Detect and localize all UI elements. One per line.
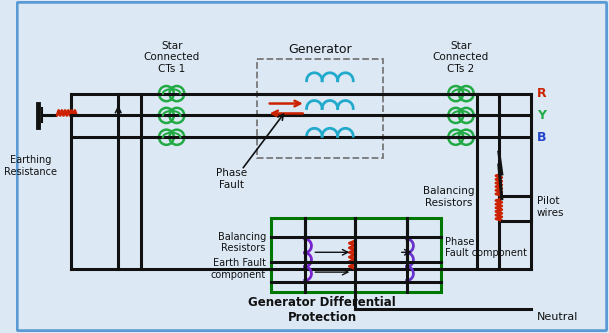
Text: Pilot
wires: Pilot wires: [537, 196, 564, 218]
Text: R: R: [537, 87, 546, 100]
Text: Generator Differential
Protection: Generator Differential Protection: [248, 296, 396, 324]
Text: B: B: [537, 131, 546, 144]
Text: Phase
Fault component: Phase Fault component: [445, 236, 527, 258]
Text: Generator: Generator: [289, 43, 352, 56]
Text: Balancing
Resistors: Balancing Resistors: [423, 186, 474, 207]
Text: Star
Connected
CTs 1: Star Connected CTs 1: [144, 41, 200, 74]
Text: Balancing
Resistors: Balancing Resistors: [217, 231, 266, 253]
Text: Phase
Fault: Phase Fault: [216, 168, 247, 189]
Text: Earth Fault
component: Earth Fault component: [211, 258, 266, 280]
Bar: [270, 217, 440, 292]
Text: Star
Connected
CTs 2: Star Connected CTs 2: [433, 41, 489, 74]
Text: Earthing
Resistance: Earthing Resistance: [4, 155, 57, 177]
Bar: [257, 59, 383, 158]
Text: Neutral: Neutral: [537, 312, 578, 322]
FancyBboxPatch shape: [17, 2, 607, 331]
Text: Y: Y: [537, 109, 546, 122]
